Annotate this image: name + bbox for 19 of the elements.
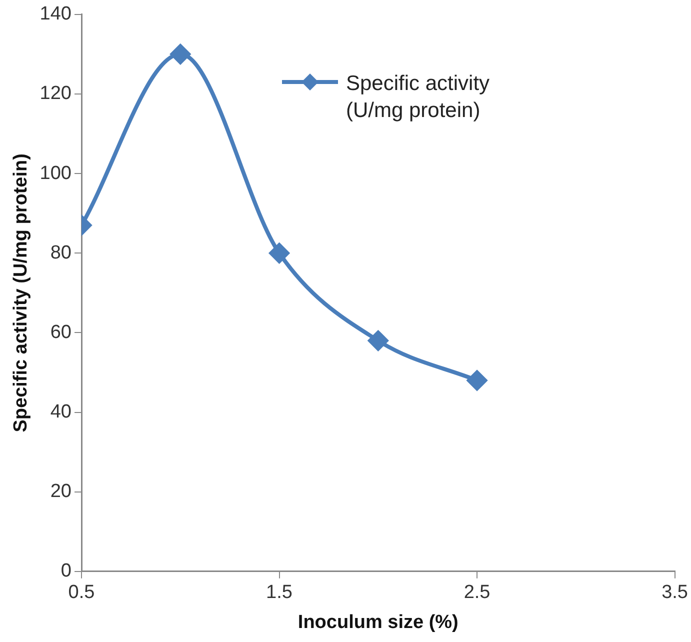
- x-tick-label: 2.5: [464, 582, 490, 604]
- y-tick-label: 40: [50, 401, 72, 422]
- x-axis-title: Inoculum size (%): [298, 612, 458, 633]
- y-tick-label: 20: [50, 481, 72, 502]
- y-axis-title: Specific activity (U/mg protein): [10, 154, 32, 432]
- x-tick-label: 3.5: [662, 582, 688, 604]
- x-tick-label: 0.5: [68, 582, 95, 604]
- y-tick-label: 80: [50, 242, 72, 264]
- y-tick-label: 140: [40, 4, 72, 25]
- legend-label: Specific activity (U/mg protein): [346, 71, 491, 124]
- point: [368, 330, 388, 351]
- y-tick-label: 60: [50, 322, 72, 343]
- y-tick-label: 0: [60, 560, 72, 582]
- point: [170, 44, 190, 64]
- y-tick-label: 120: [40, 83, 72, 104]
- x-tick-label: 1.5: [266, 582, 292, 604]
- point: [269, 243, 290, 264]
- y-tick-label: 100: [40, 162, 72, 184]
- point: [467, 370, 488, 390]
